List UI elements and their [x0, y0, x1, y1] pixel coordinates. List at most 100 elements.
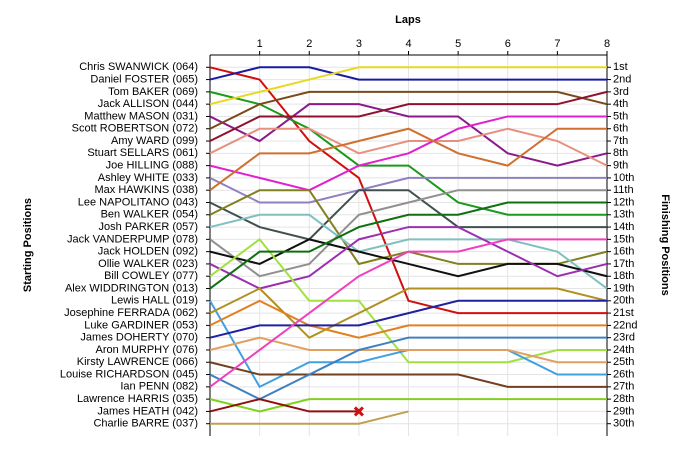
y-tick-label: Josh PARKER (057) [99, 221, 198, 233]
driver-line [209, 189, 607, 278]
y2-tick-label: 3rd [613, 86, 629, 98]
x-tick-label: 2 [306, 38, 312, 50]
y2-tick-label: 25th [613, 356, 634, 368]
x-axis-title: Laps [395, 14, 421, 26]
y-tick-label: Joe HILLING (088) [106, 160, 198, 172]
y-tick-label: Aron MURPHY (076) [96, 344, 199, 356]
y2-tick-label: 29th [613, 405, 634, 417]
y-tick-label: Charlie BARRE (037) [93, 418, 198, 430]
y-tick-label: Max HAWKINS (038) [94, 184, 198, 196]
y2-tick-label: 23rd [613, 332, 635, 344]
y2-tick-label: 21st [613, 307, 634, 319]
y-tick-label: Scott ROBERTSON (072) [72, 123, 198, 135]
y2-tick-label: 11th [613, 184, 634, 196]
y-tick-label: Amy WARD (099) [111, 135, 198, 147]
driver-line [209, 287, 608, 339]
y-tick-label: Alex WIDDRINGTON (013) [65, 282, 198, 294]
y-tick-label: Daniel FOSTER (065) [90, 73, 198, 85]
y2-tick-label: 18th [613, 270, 634, 282]
driver-line [209, 127, 607, 191]
driver-line [209, 90, 608, 142]
driver-line [209, 90, 608, 130]
y2-tick-label: 13th [613, 209, 634, 221]
y-tick-label: Josephine FERRADA (062) [64, 307, 198, 319]
retirement-marker-stroke [353, 406, 364, 417]
driver-line [209, 299, 607, 339]
y-tick-label: Lawrence HARRIS (035) [77, 393, 198, 405]
y-tick-label: Ashley WHITE (033) [98, 172, 198, 184]
y-tick-label: Ian PENN (082) [120, 381, 198, 393]
y2-tick-label: 12th [613, 196, 634, 208]
y-tick-label: Stuart SELLARS (061) [87, 147, 198, 159]
driver-line [209, 115, 607, 192]
y2-tick-label: 4th [613, 98, 628, 110]
driver-line [209, 336, 607, 364]
y-axis-title: Starting Positions [22, 198, 34, 292]
y2-tick-label: 9th [613, 160, 628, 172]
y2-tick-label: 5th [613, 110, 628, 122]
driver-line [209, 176, 607, 204]
y2-tick-label: 27th [613, 381, 634, 393]
y-tick-label: Kirsty LAWRENCE (066) [77, 356, 198, 368]
y2-tick-label: 17th [613, 258, 634, 270]
x-tick-label: 6 [505, 38, 511, 50]
y-tick-label: Lee NAPOLITANO (043) [78, 196, 198, 208]
y2-tick-label: 10th [613, 172, 634, 184]
driver-line [209, 398, 359, 413]
driver-line [209, 226, 608, 290]
y-tick-label: Ben WALKER (054) [101, 209, 198, 221]
x-tick-label: 8 [604, 38, 610, 50]
y2-tick-label: 6th [613, 123, 628, 135]
driver-line [209, 90, 607, 216]
y2-tick-label: 24th [613, 344, 634, 356]
x-tick-label: 7 [554, 38, 560, 50]
y-tick-label: James HEATH (042) [97, 405, 198, 417]
y-tick-label: James DOHERTY (070) [80, 332, 198, 344]
y-tick-label: Luke GARDINER (053) [84, 319, 198, 331]
y-tick-label: Tom BAKER (069) [108, 86, 198, 98]
y-tick-label: Matthew MASON (031) [84, 110, 198, 122]
driver-line [209, 213, 608, 290]
driver-line [209, 66, 607, 106]
driver-line [209, 189, 607, 241]
y2-axis-title: Finishing Positions [659, 194, 671, 295]
y2-tick-label: 8th [613, 147, 628, 159]
y2-tick-label: 19th [613, 282, 634, 294]
y2-tick-label: 1st [613, 61, 628, 73]
driver-line [209, 238, 607, 388]
driver-line [209, 237, 607, 364]
y2-tick-label: 2nd [613, 73, 631, 85]
y2-tick-label: 30th [613, 418, 634, 430]
driver-line [209, 361, 607, 388]
x-tick-label: 3 [356, 38, 362, 50]
y2-tick-label: 28th [613, 393, 634, 405]
driver-line [209, 238, 608, 278]
y2-tick-label: 7th [613, 135, 628, 147]
y2-tick-label: 26th [613, 368, 634, 380]
y-tick-label: Louise RICHARDSON (045) [60, 368, 198, 380]
y-tick-label: Lewis HALL (019) [111, 295, 198, 307]
y2-tick-label: 22nd [613, 319, 637, 331]
x-tick-label: 5 [455, 38, 461, 50]
y2-tick-label: 14th [613, 221, 634, 233]
y-tick-label: Jack VANDERPUMP (078) [67, 233, 198, 245]
driver-line [210, 410, 409, 425]
y-tick-label: Chris SWANWICK (064) [79, 61, 198, 73]
driver-line [209, 336, 607, 401]
y2-tick-label: 15th [613, 233, 634, 245]
driver-line [209, 398, 607, 413]
y-tick-label: Jack ALLISON (044) [98, 98, 198, 110]
driver-line [209, 66, 607, 81]
x-tick-label: 1 [257, 38, 263, 50]
driver-line [209, 201, 607, 290]
retirement-marker [353, 406, 364, 417]
x-tick-label: 4 [405, 38, 411, 50]
driver-line [209, 299, 607, 339]
y-tick-label: Jack HOLDEN (092) [98, 246, 198, 258]
y2-tick-label: 16th [613, 246, 634, 258]
y2-tick-label: 20th [613, 295, 634, 307]
y-tick-label: Bill COWLEY (077) [104, 270, 198, 282]
driver-line [209, 127, 608, 167]
y-tick-label: Ollie WALKER (023) [98, 258, 198, 270]
